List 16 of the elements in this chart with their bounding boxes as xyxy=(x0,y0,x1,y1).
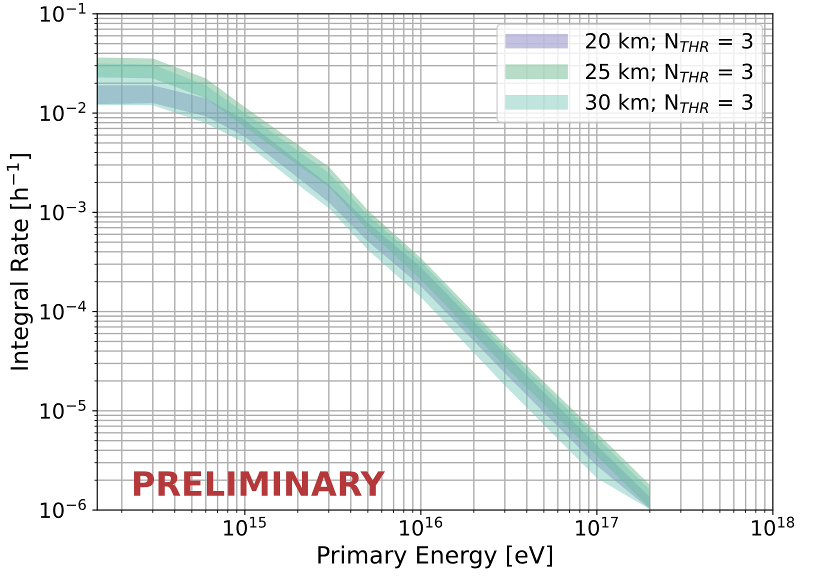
y-tick-label: 10$^{−4}$ xyxy=(40,300,86,320)
x-tick-label: 10$^{18}$ xyxy=(752,516,794,536)
annotation: PRELIMINARY xyxy=(134,471,386,496)
y-tick-label: 10$^{−6}$ xyxy=(40,499,86,518)
y-axis-title: Integral Rate [h$^{−1}$] xyxy=(6,154,33,370)
legend-label: 25 km; N$_{THR}$ = 3 xyxy=(586,63,752,82)
legend-label: 20 km; N$_{THR}$ = 3 xyxy=(586,32,752,52)
x-tick-label: 10$^{17}$ xyxy=(576,516,618,536)
x-tick-label: 10$^{16}$ xyxy=(400,516,442,536)
legend-label: 30 km; N$_{THR}$ = 3 xyxy=(586,94,752,113)
x-axis-title: Primary Energy [eV] xyxy=(318,546,552,568)
y-tick-label: 10$^{−3}$ xyxy=(40,201,86,220)
y-tick-label: 10$^{−2}$ xyxy=(40,102,86,122)
y-tick-label: 10$^{−5}$ xyxy=(40,400,86,419)
x-tick-label: 10$^{15}$ xyxy=(224,516,266,536)
y-tick-label: 10$^{−1}$ xyxy=(40,3,86,22)
